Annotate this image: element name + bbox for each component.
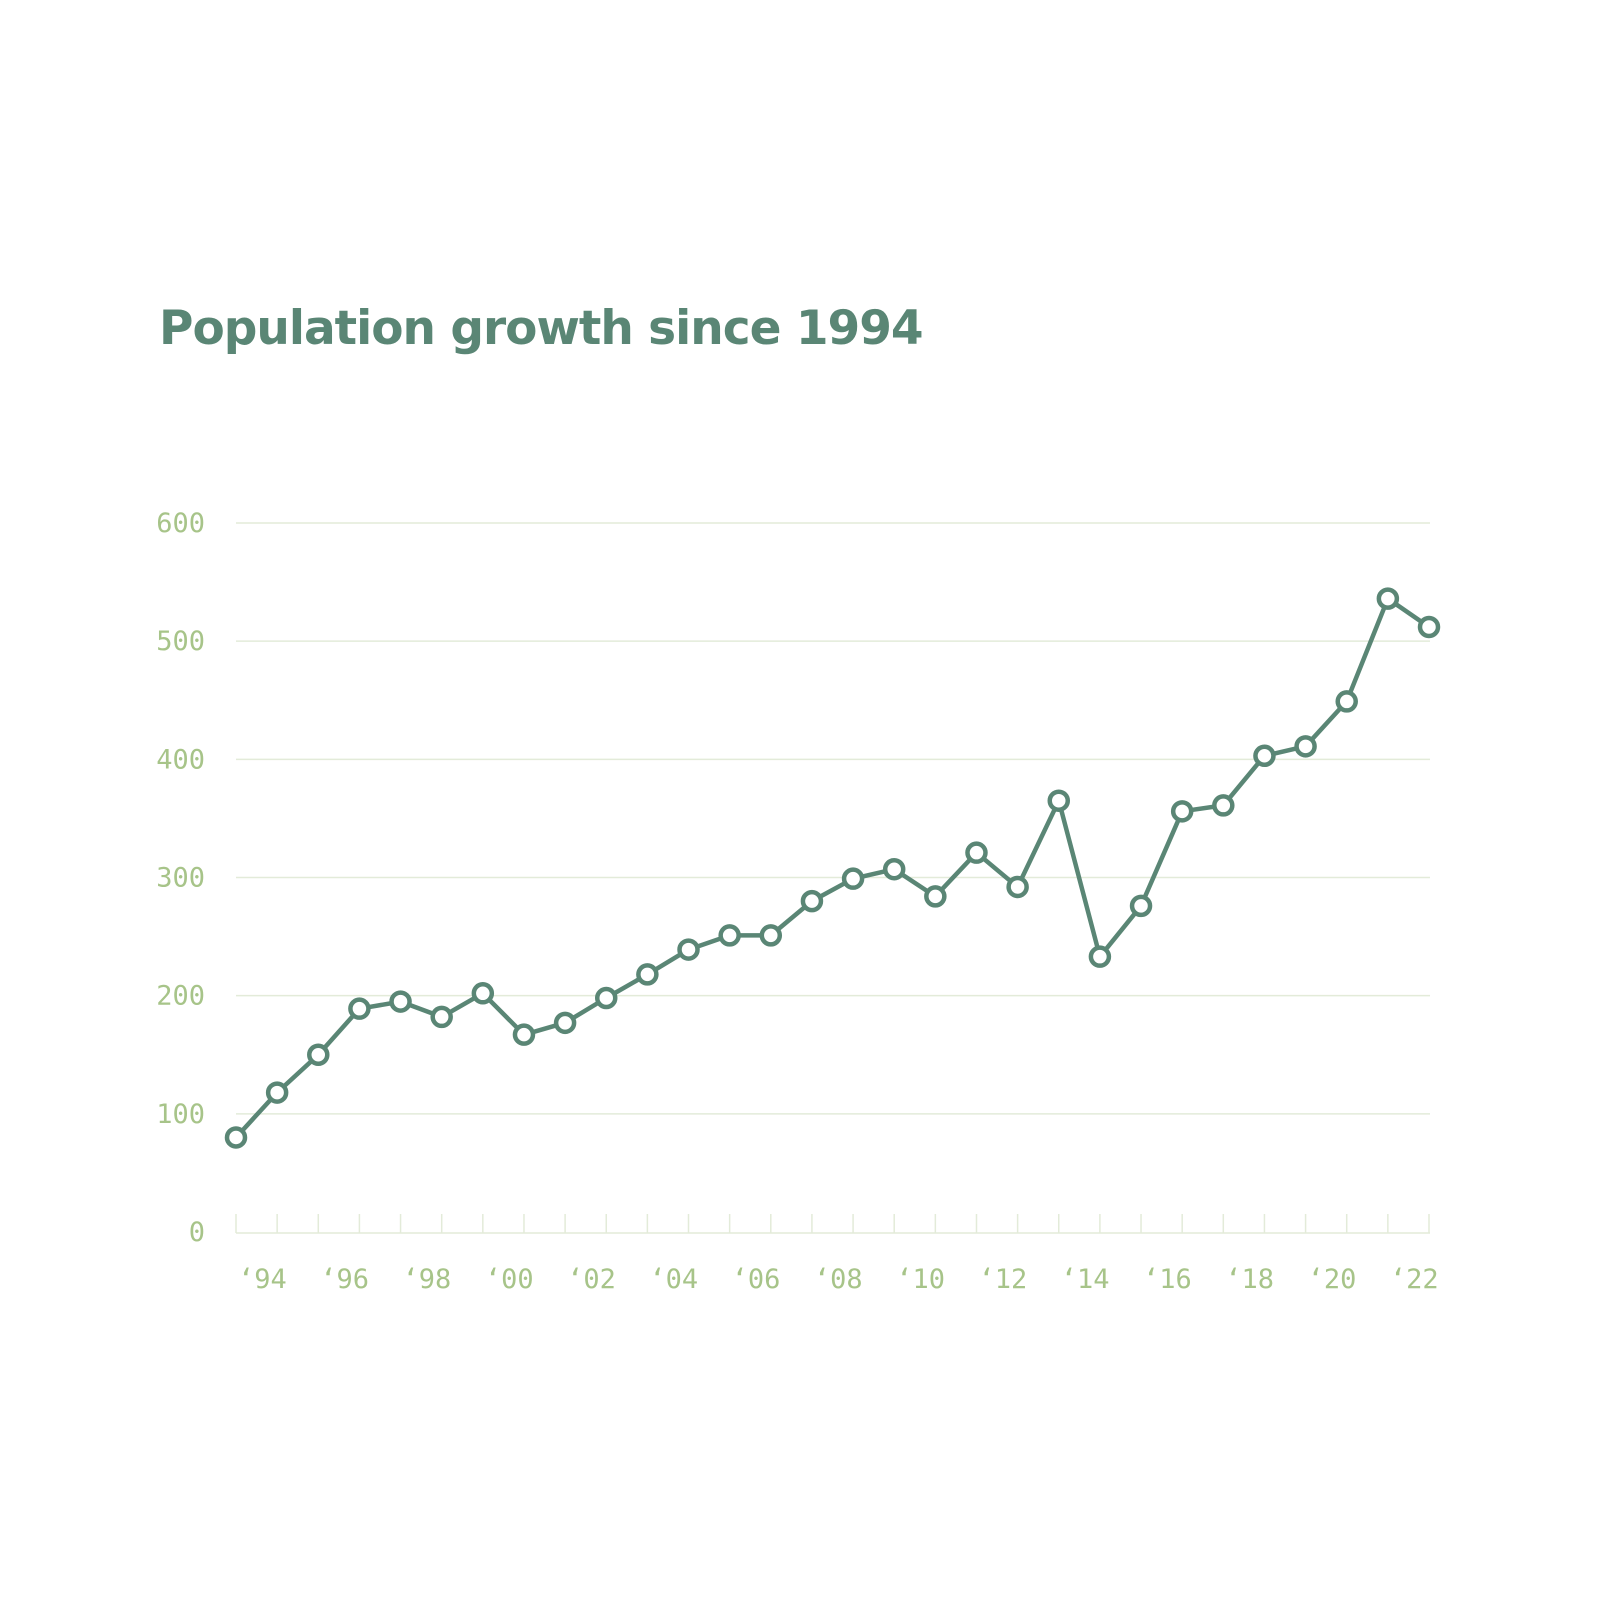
data-point xyxy=(594,986,618,1010)
y-axis-tick-labels: 0 100 200 300 400 500 600 xyxy=(156,508,205,1248)
data-point xyxy=(1417,615,1441,639)
x-tick-label: ‘20 xyxy=(1308,1264,1357,1295)
x-tick-label: ‘12 xyxy=(978,1264,1027,1295)
data-point xyxy=(1376,587,1400,610)
chart-title: Population growth since 1994 xyxy=(159,301,924,356)
y-tick-label: 200 xyxy=(156,981,205,1012)
x-tick-label: ‘94 xyxy=(238,1264,287,1295)
data-point xyxy=(882,857,906,881)
data-point xyxy=(224,1126,248,1149)
x-tick-label: ‘98 xyxy=(403,1264,452,1295)
data-point xyxy=(389,990,412,1013)
data-point xyxy=(800,889,824,913)
x-axis xyxy=(235,1214,1430,1234)
data-point xyxy=(1129,894,1153,918)
x-tick-label: ‘22 xyxy=(1390,1264,1439,1295)
data-point xyxy=(1335,690,1358,713)
data-point xyxy=(1047,789,1071,812)
x-tick-label: ‘04 xyxy=(649,1264,698,1295)
data-point xyxy=(553,1011,577,1035)
data-point xyxy=(841,867,865,890)
data-point xyxy=(636,963,659,986)
data-point xyxy=(512,1023,536,1046)
x-tick-label: ‘16 xyxy=(1143,1264,1192,1295)
y-tick-label: 400 xyxy=(156,744,205,775)
series-line xyxy=(233,596,1432,1140)
x-tick-label: ‘14 xyxy=(1061,1264,1110,1295)
data-point xyxy=(1253,744,1276,768)
data-point xyxy=(1170,800,1194,823)
data-point xyxy=(924,885,947,908)
x-axis-tick-labels: ‘94 ‘96 ‘98 ‘00 ‘02 ‘04 ‘06 ‘08 ‘10 ‘12 ‘14 ‘16 ‘18 ‘… xyxy=(238,1264,1439,1295)
data-point xyxy=(1212,794,1235,817)
y-tick-label: 500 xyxy=(156,626,205,657)
x-tick-label: ‘06 xyxy=(732,1264,781,1295)
data-point xyxy=(430,1005,453,1029)
y-tick-label: 300 xyxy=(156,863,205,894)
data-point xyxy=(1294,735,1317,758)
data-point xyxy=(1006,875,1029,899)
x-tick-label: ‘96 xyxy=(320,1264,369,1295)
x-tick-label: ‘10 xyxy=(896,1264,945,1295)
gridlines xyxy=(236,522,1430,1115)
x-tick-label: ‘02 xyxy=(567,1264,616,1295)
x-tick-label: ‘08 xyxy=(814,1264,863,1295)
data-point xyxy=(265,1081,289,1104)
data-point xyxy=(348,997,371,1020)
series-population xyxy=(224,587,1441,1149)
y-tick-label: 600 xyxy=(156,508,205,539)
data-point xyxy=(307,1043,330,1066)
y-tick-label: 100 xyxy=(156,1099,205,1130)
y-tick-label: 0 xyxy=(189,1217,205,1248)
data-point xyxy=(471,982,495,1005)
x-tick-label: ‘18 xyxy=(1225,1264,1274,1295)
data-point xyxy=(759,924,783,947)
data-point xyxy=(718,924,741,947)
data-point xyxy=(677,938,700,961)
data-point xyxy=(1088,945,1112,968)
data-point xyxy=(965,841,988,864)
x-tick-label: ‘00 xyxy=(485,1264,534,1295)
